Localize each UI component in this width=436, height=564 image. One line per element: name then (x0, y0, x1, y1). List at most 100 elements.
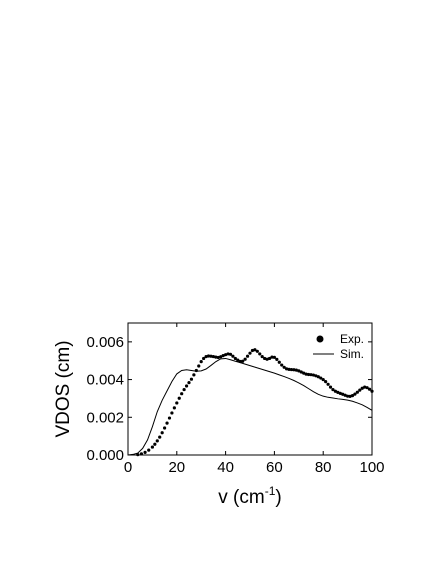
exp-point (341, 392, 345, 396)
exp-point (197, 364, 201, 368)
plot-frame (127, 322, 373, 456)
exp-point (248, 351, 252, 355)
exp-point (250, 348, 255, 353)
y-tick-label: 0.004 (86, 372, 124, 389)
exp-point (216, 355, 220, 360)
exp-point (333, 389, 337, 393)
exp-point (294, 368, 298, 372)
x-axis-label-superscript: -1 (265, 484, 276, 498)
exp-point (299, 370, 303, 374)
exp-point (263, 356, 267, 361)
exp-point (309, 373, 313, 377)
sim-series (127, 357, 373, 456)
exp-point (265, 357, 269, 361)
exp-point (360, 386, 364, 390)
exp-point (277, 360, 281, 364)
exp-point (280, 363, 284, 367)
exp-point (353, 392, 357, 396)
exp-point (194, 368, 198, 373)
exp-point (282, 365, 286, 369)
exp-point (202, 356, 206, 361)
exp-point (328, 385, 333, 389)
exp-point (245, 354, 250, 358)
exp-point (319, 376, 323, 380)
exp-point (297, 369, 301, 373)
exp-point (350, 394, 355, 398)
exp-point (302, 371, 306, 375)
x-axis-label-close: ) (275, 487, 281, 508)
exp-point (348, 394, 352, 398)
exp-point (224, 353, 228, 357)
exp-point (160, 431, 164, 435)
exp-point (289, 367, 294, 372)
exp-point (370, 389, 374, 393)
exp-point (175, 401, 179, 405)
exp-point (163, 426, 167, 430)
exp-point (136, 453, 140, 457)
exp-point (189, 377, 194, 381)
exp-point (255, 349, 259, 353)
exp-point (367, 387, 372, 391)
sim-series-line (127, 357, 373, 456)
x-tick-label: 80 (315, 459, 332, 476)
exp-point (241, 359, 245, 363)
exp-point (321, 377, 325, 382)
exp-point (267, 356, 272, 361)
exp-point (292, 368, 296, 372)
x-tick-label: 60 (266, 459, 283, 476)
exp-point (177, 396, 181, 400)
exp-point (331, 387, 335, 392)
exp-point (365, 386, 369, 390)
exp-point (258, 352, 262, 356)
x-tick-label: 0 (124, 459, 132, 476)
exp-point (231, 354, 235, 358)
exp-point (272, 355, 276, 359)
exp-point (336, 390, 340, 394)
exp-point (206, 354, 211, 358)
y-tick-label: 0.000 (86, 447, 124, 464)
exp-point (209, 354, 213, 358)
y-tick-label: 0.002 (86, 409, 124, 426)
exp-point (311, 373, 316, 377)
exp-point (355, 390, 359, 394)
exp-point (147, 448, 151, 452)
exp-point (192, 373, 196, 377)
exp-point (287, 367, 291, 371)
exp-point (346, 394, 350, 398)
exp-point (153, 442, 157, 446)
exp-point (226, 352, 230, 356)
x-tick-label: 40 (217, 459, 234, 476)
exp-point (199, 360, 203, 364)
exp-point (172, 406, 176, 410)
exp-point (158, 435, 162, 439)
exp-point (167, 416, 172, 420)
exp-point (170, 411, 174, 415)
exp-point (228, 352, 233, 356)
x-tick-label: 20 (168, 459, 185, 476)
exp-point (180, 392, 184, 396)
exp-point (324, 380, 328, 384)
exp-point (316, 375, 320, 379)
y-axis-label: VDOS (cm) (53, 340, 74, 437)
exp-point (150, 445, 154, 449)
exp-point (182, 387, 186, 392)
legend-exp-marker (316, 335, 324, 343)
exp-point (165, 421, 169, 425)
exp-point (184, 384, 189, 388)
exp-point (270, 355, 274, 359)
exp-point (238, 359, 242, 364)
x-axis-ticks: 0 20 40 60 80 100 (124, 323, 385, 476)
x-tick-label: 100 (359, 459, 384, 476)
exp-point (143, 450, 147, 454)
exp-point (275, 357, 279, 361)
exp-point (204, 354, 208, 359)
exp-point (233, 356, 237, 361)
exp-point (211, 354, 215, 359)
x-axis-label: v (cm-1) (218, 484, 281, 508)
exp-point (236, 358, 240, 362)
exp-point (285, 367, 289, 371)
exp-point (304, 372, 308, 376)
exp-point (343, 393, 347, 397)
